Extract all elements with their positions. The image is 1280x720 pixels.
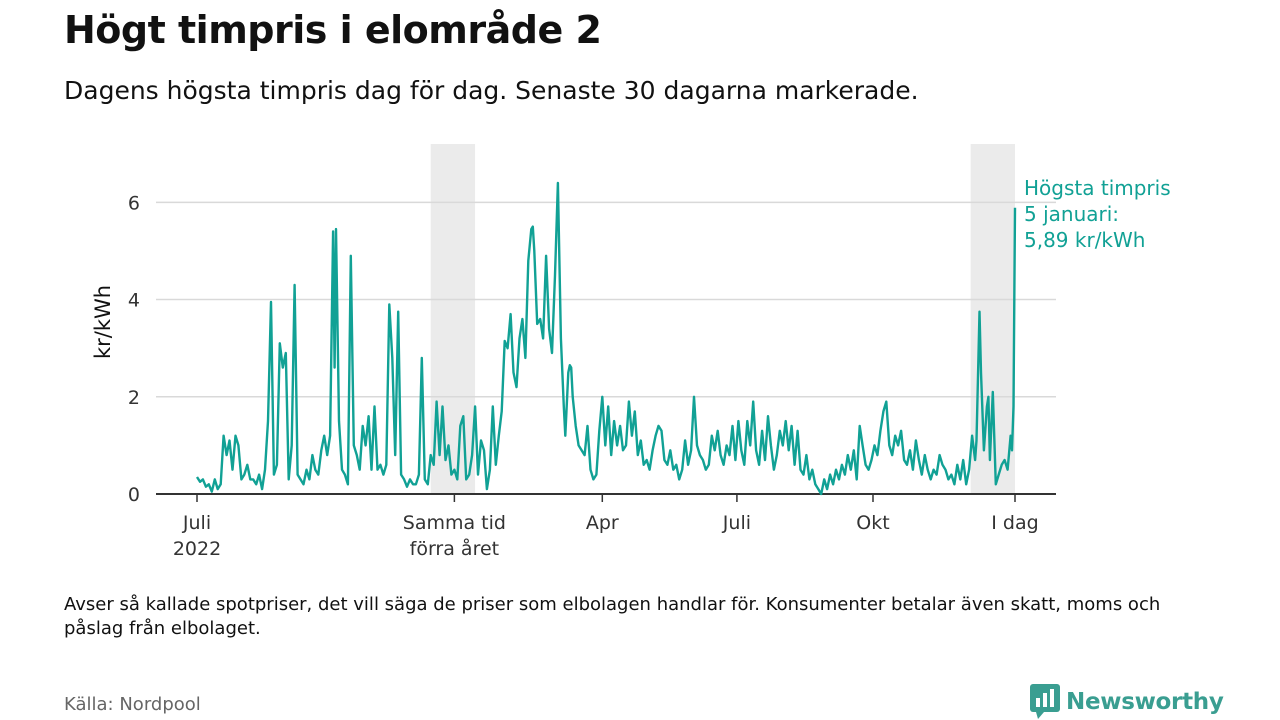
x-tick-label-6: I dag (991, 512, 1038, 534)
y-axis-label: kr/kWh (91, 285, 115, 359)
annotation: Högsta timpris 5 januari: 5,89 kr/kWh (1024, 176, 1171, 252)
y-tick-label-2: 2 (128, 387, 140, 409)
series-line (195, 181, 1017, 496)
x-tick-label-2: Samma tid förra året (403, 512, 506, 560)
x-tick-label-4: Juli (722, 512, 751, 534)
y-tick-label-6: 6 (128, 192, 140, 214)
logo-text: Newsworthy (1066, 689, 1224, 715)
source-note: Källa: Nordpool (64, 694, 201, 715)
x-tick-label-3: Apr (586, 512, 619, 534)
footnote: Avser så kallade spotpriser, det vill sä… (64, 594, 1161, 639)
newsworthy-logo: Newsworthy (1030, 684, 1224, 720)
highlight-band-1 (430, 144, 476, 494)
logo-icon (1030, 684, 1060, 719)
y-axis-ticks: 0 2 4 6 (128, 192, 140, 506)
x-tick-label-5: Okt (856, 512, 889, 534)
x-axis-ticks: Juli 2022 Samma tid förra året Apr Juli Okt I d… (173, 494, 1039, 560)
x-tick-label-1: Juli 2022 (173, 512, 221, 560)
line-chart: 0 2 4 6 Juli 2022 Samma tid förra året Apr Juli O… (91, 144, 1171, 560)
y-tick-label-4: 4 (128, 290, 140, 312)
y-tick-label-0: 0 (128, 484, 140, 506)
gridlines (156, 201, 1056, 398)
chart-subtitle: Dagens högsta timpris dag för dag. Senas… (64, 76, 919, 105)
annotation-label: Högsta timpris 5 januari: 5,89 kr/kWh (1024, 176, 1171, 252)
highlight-bands (430, 144, 1015, 494)
page-title: Högt timpris i elområde 2 (64, 8, 602, 52)
